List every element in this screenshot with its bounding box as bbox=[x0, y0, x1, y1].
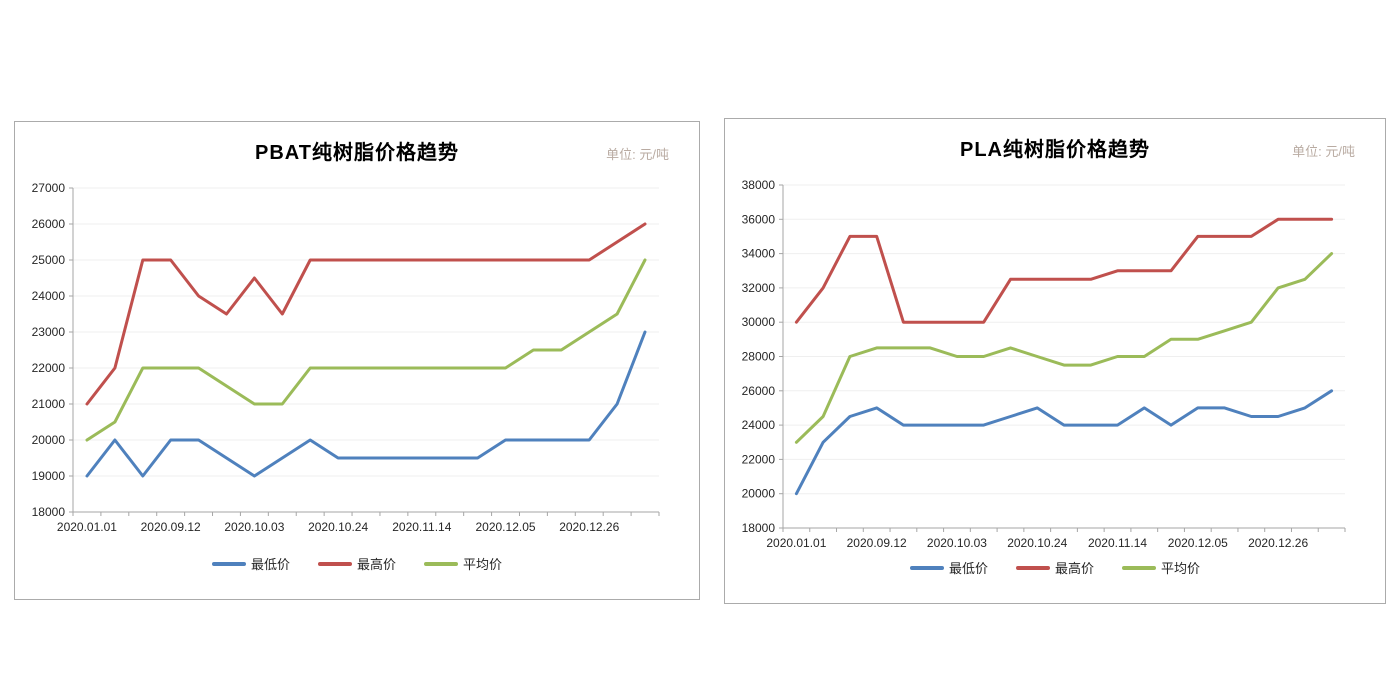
legend-item: 最高价 bbox=[317, 554, 396, 573]
unit-label: 单位: 元/吨 bbox=[1292, 144, 1355, 159]
y-tick-label: 23000 bbox=[32, 325, 66, 339]
legend: 最低价 最高价 平均价 bbox=[725, 558, 1385, 577]
y-tick-label: 38000 bbox=[742, 178, 776, 192]
y-tick-label: 18000 bbox=[742, 521, 776, 535]
legend-item: 平均价 bbox=[1122, 558, 1200, 577]
chart-title: PLA纯树脂价格趋势 bbox=[960, 139, 1150, 161]
chart-panel-pla: PLA纯树脂价格趋势 单位: 元/吨 18000 20000 22000 24000 2… bbox=[724, 118, 1386, 604]
legend-item: 最低价 bbox=[211, 554, 290, 573]
y-tick-label: 20000 bbox=[742, 487, 776, 501]
y-tick-label: 26000 bbox=[32, 217, 66, 231]
y-tick-label: 27000 bbox=[32, 181, 66, 195]
legend-line-swatch-icon bbox=[211, 561, 246, 566]
y-tick-label: 19000 bbox=[32, 469, 66, 483]
legend-label: 平均价 bbox=[463, 557, 503, 572]
legend-line-swatch-icon bbox=[317, 561, 352, 566]
series-line-最低价 bbox=[794, 389, 1334, 496]
x-tick-label: 2020.12.26 bbox=[559, 520, 619, 534]
legend-item: 平均价 bbox=[424, 554, 502, 573]
series-line-最高价 bbox=[794, 217, 1334, 324]
x-tick-label: 2020.09.12 bbox=[847, 536, 907, 550]
y-tick-label: 24000 bbox=[32, 289, 66, 303]
y-tick-label: 24000 bbox=[742, 418, 776, 432]
legend-label: 最低价 bbox=[948, 561, 988, 576]
legend-line-swatch-icon bbox=[1015, 565, 1050, 570]
legend-label: 最高价 bbox=[1054, 561, 1094, 576]
x-tick-label: 2020.12.05 bbox=[1168, 536, 1228, 550]
legend-line-swatch-icon bbox=[909, 565, 944, 570]
chart-panel-pbat: PBAT纯树脂价格趋势 单位: 元/吨 18000 19000 20000 21000… bbox=[14, 121, 700, 600]
chart-title: PBAT纯树脂价格趋势 bbox=[255, 142, 459, 164]
legend-item: 最高价 bbox=[1015, 558, 1094, 577]
legend-label: 最高价 bbox=[356, 557, 396, 572]
legend-line-swatch-icon bbox=[424, 561, 458, 566]
unit-label: 单位: 元/吨 bbox=[606, 147, 669, 162]
series-line-平均价 bbox=[794, 252, 1334, 444]
legend-label: 最低价 bbox=[250, 557, 290, 572]
legend-item: 最低价 bbox=[909, 558, 988, 577]
legend-line-swatch-icon bbox=[1122, 565, 1156, 570]
x-tick-label: 2020.11.14 bbox=[1088, 536, 1147, 550]
y-tick-label: 21000 bbox=[32, 397, 66, 411]
y-tick-label: 32000 bbox=[742, 281, 776, 295]
x-tick-label: 2020.09.12 bbox=[141, 520, 201, 534]
y-tick-label: 26000 bbox=[742, 384, 776, 398]
series-line-最高价 bbox=[85, 222, 647, 406]
x-tick-label: 2020.01.01 bbox=[766, 536, 826, 550]
legend-label: 平均价 bbox=[1161, 561, 1201, 576]
y-tick-label: 28000 bbox=[742, 350, 776, 364]
series-line-最低价 bbox=[85, 330, 647, 478]
x-tick-label: 2020.12.05 bbox=[475, 520, 535, 534]
y-tick-label: 34000 bbox=[742, 247, 776, 261]
x-tick-label: 2020.10.03 bbox=[224, 520, 284, 534]
y-tick-label: 20000 bbox=[32, 433, 66, 447]
legend: 最低价 最高价 平均价 bbox=[15, 554, 699, 573]
plot-area: 18000 20000 22000 24000 26000 28000 30000 32000… bbox=[742, 178, 1346, 550]
y-tick-label: 30000 bbox=[742, 315, 776, 329]
x-tick-label: 2020.11.14 bbox=[392, 520, 451, 534]
y-tick-label: 22000 bbox=[32, 361, 66, 375]
x-tick-label: 2020.10.24 bbox=[308, 520, 368, 534]
x-tick-label: 2020.10.03 bbox=[927, 536, 987, 550]
y-tick-label: 36000 bbox=[742, 212, 776, 226]
x-tick-label: 2020.01.01 bbox=[57, 520, 117, 534]
x-tick-label: 2020.10.24 bbox=[1007, 536, 1067, 550]
x-tick-label: 2020.12.26 bbox=[1248, 536, 1308, 550]
y-tick-label: 22000 bbox=[742, 452, 776, 466]
plot-area: 18000 19000 20000 21000 22000 23000 24000 25000… bbox=[32, 181, 660, 534]
series-line-平均价 bbox=[85, 258, 647, 442]
y-tick-label: 25000 bbox=[32, 253, 66, 267]
y-tick-label: 18000 bbox=[32, 505, 66, 519]
